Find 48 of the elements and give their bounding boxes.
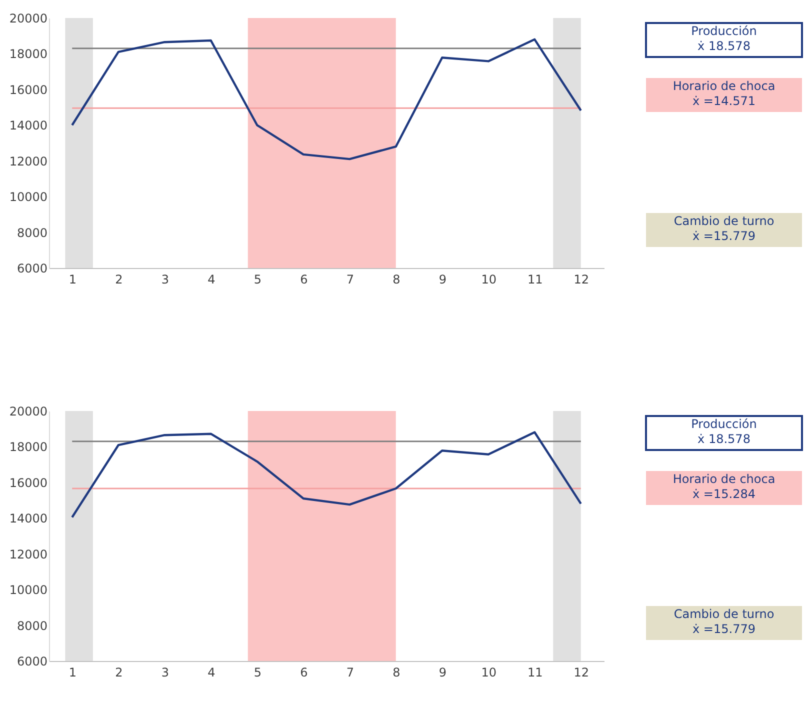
y-tick-label: 10000 (9, 583, 48, 598)
text: Horario de choca ẋ =15.284 (672, 472, 776, 501)
y-tick-label: 8000 (16, 618, 48, 633)
x-tick-label: 7 (346, 272, 354, 286)
x-tick-label: 9 (438, 666, 446, 680)
x-tick-label: 3 (161, 272, 169, 286)
x-tick-label: 6 (300, 666, 308, 680)
x-tick-label: 4 (208, 666, 216, 680)
text: Producción ẋ 18.578 (691, 417, 757, 446)
text: Horario de choca ẋ =14.571 (672, 79, 776, 108)
y-tick-label: 14000 (9, 118, 48, 133)
y-tick-label: 6000 (16, 262, 48, 276)
x-tick-label: 8 (392, 666, 400, 680)
y-tick-label: 12000 (9, 547, 48, 562)
y-tick-label: 18000 (9, 47, 48, 62)
x-tick-label: 7 (346, 666, 354, 680)
y-tick-label: 10000 (9, 190, 48, 204)
line-series (71, 38, 582, 160)
x-tick-label: 6 (300, 272, 308, 286)
y-tick-label: 20000 (9, 12, 48, 26)
y-tick-label: 16000 (9, 82, 48, 97)
text: Cambio de turno ẋ =15.779 (674, 214, 774, 243)
x-tick-label: 1 (68, 272, 76, 286)
y-tick-label: 14000 (9, 512, 48, 526)
x-tick-label: 10 (481, 666, 497, 680)
y-tick-label: 16000 (9, 476, 48, 490)
x-tick-label: 5 (254, 272, 262, 286)
x-tick-label: 12 (574, 272, 590, 286)
text: Cambio de turno ẋ =15.779 (674, 607, 774, 636)
x-tick-label: 9 (438, 272, 446, 286)
x-tick-label: 8 (392, 272, 400, 286)
x-tick-label: 2 (115, 666, 123, 680)
y-tick-label: 12000 (9, 154, 48, 168)
x-tick-label: 4 (208, 272, 216, 286)
y-tick-label: 8000 (16, 226, 48, 240)
text: Producción ẋ 18.578 (691, 24, 757, 53)
y-tick-label: 18000 (9, 440, 48, 454)
x-tick-label: 11 (527, 272, 543, 286)
x-tick-label: 11 (527, 666, 543, 680)
y-tick-label: 6000 (16, 654, 48, 668)
y-tick-label: 20000 (9, 404, 48, 418)
line-series (71, 431, 582, 518)
x-tick-label: 3 (161, 666, 169, 680)
x-tick-label: 10 (481, 272, 497, 286)
x-tick-label: 5 (254, 666, 262, 680)
x-tick-label: 1 (68, 666, 76, 680)
x-tick-label: 2 (115, 272, 123, 286)
x-tick-label: 12 (574, 666, 590, 680)
